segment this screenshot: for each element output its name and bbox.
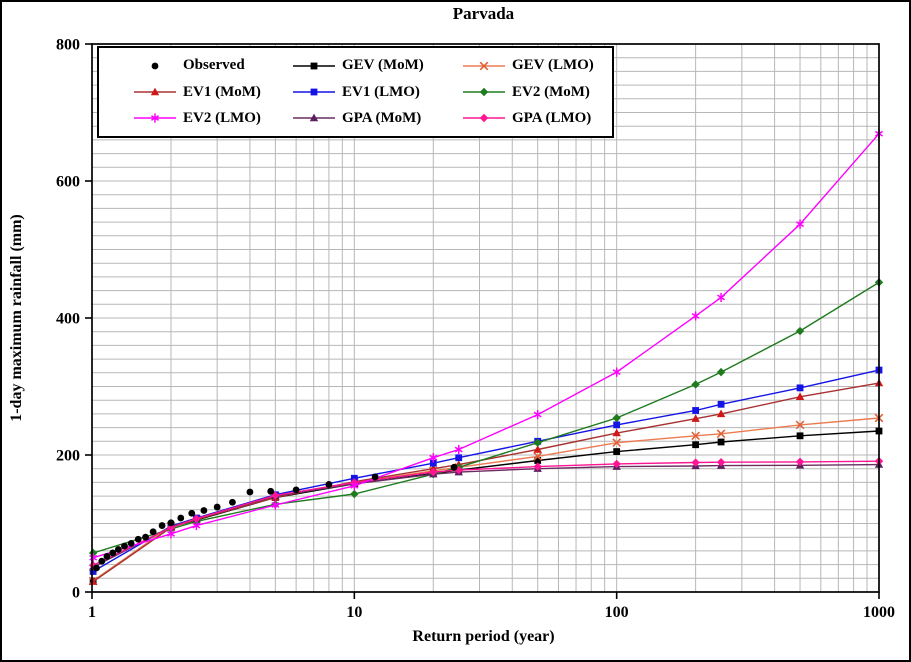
legend-marker-gev-lmo [463,61,505,71]
y-tick-label: 800 [56,37,80,54]
legend-marker-gpa-mom [293,113,335,122]
legend-marker-ev1-mom [134,87,176,96]
legend-item-gev-lmo: GEV (LMO) [452,57,608,74]
legend-marker-observed [151,62,159,70]
x-tick-label: 100 [605,604,629,621]
legend-marker-ev1-lmo [293,88,335,96]
legend-item-gev-mom: GEV (MoM) [284,57,452,74]
legend-item-gpa-mom: GPA (MoM) [284,110,452,127]
legend-label: EV2 (LMO) [183,109,261,126]
legend-label: EV1 (LMO) [342,83,420,100]
x-tick-label: 10 [346,604,362,621]
legend-label: GPA (LMO) [512,109,592,126]
legend-label: GPA (MoM) [342,109,422,126]
legend-item-ev2-lmo: EV2 (LMO) [99,110,284,127]
series-ev1-mom [88,378,884,585]
legend-label: EV2 (MoM) [512,83,590,100]
series-gpa-lmo [88,456,884,570]
legend-marker-gev-mom [293,62,335,70]
series-gev-mom [89,427,883,585]
series-gev-lmo [88,413,884,586]
y-tick-label: 600 [56,174,80,191]
legend-label: Observed [183,57,245,74]
y-tick-label: 400 [56,311,80,328]
axis-ticks [85,43,880,599]
legend-label: GEV (LMO) [512,57,594,74]
legend-item-ev2-mom: EV2 (MoM) [452,84,608,101]
x-tick-label: 1000 [863,604,895,621]
legend-marker-ev2-lmo [134,113,176,123]
tick-labels: 1 10 100 1000 0 200 400 600 800 [56,37,895,622]
x-tick-label: 1 [88,604,96,621]
legend-marker-ev2-mom [463,87,505,97]
x-axis-title: Return period (year) [412,628,555,645]
legend: Observed GEV (MoM) GEV (LMO) EV1 (MoM) EV1 (… [97,46,614,138]
y-tick-label: 200 [56,448,80,465]
legend-item-gpa-lmo: GPA (LMO) [452,110,608,127]
series-observed [93,463,458,572]
legend-marker-gpa-lmo [463,114,505,123]
legend-item-observed: Observed [99,57,284,74]
legend-label: EV1 (MoM) [183,83,261,100]
y-tick-label: 0 [72,585,80,602]
legend-label: GEV (MoM) [342,57,424,74]
chart-title: Parvada [452,4,515,23]
legend-item-ev1-mom: EV1 (MoM) [99,84,284,101]
legend-item-ev1-lmo: EV1 (LMO) [284,84,452,101]
